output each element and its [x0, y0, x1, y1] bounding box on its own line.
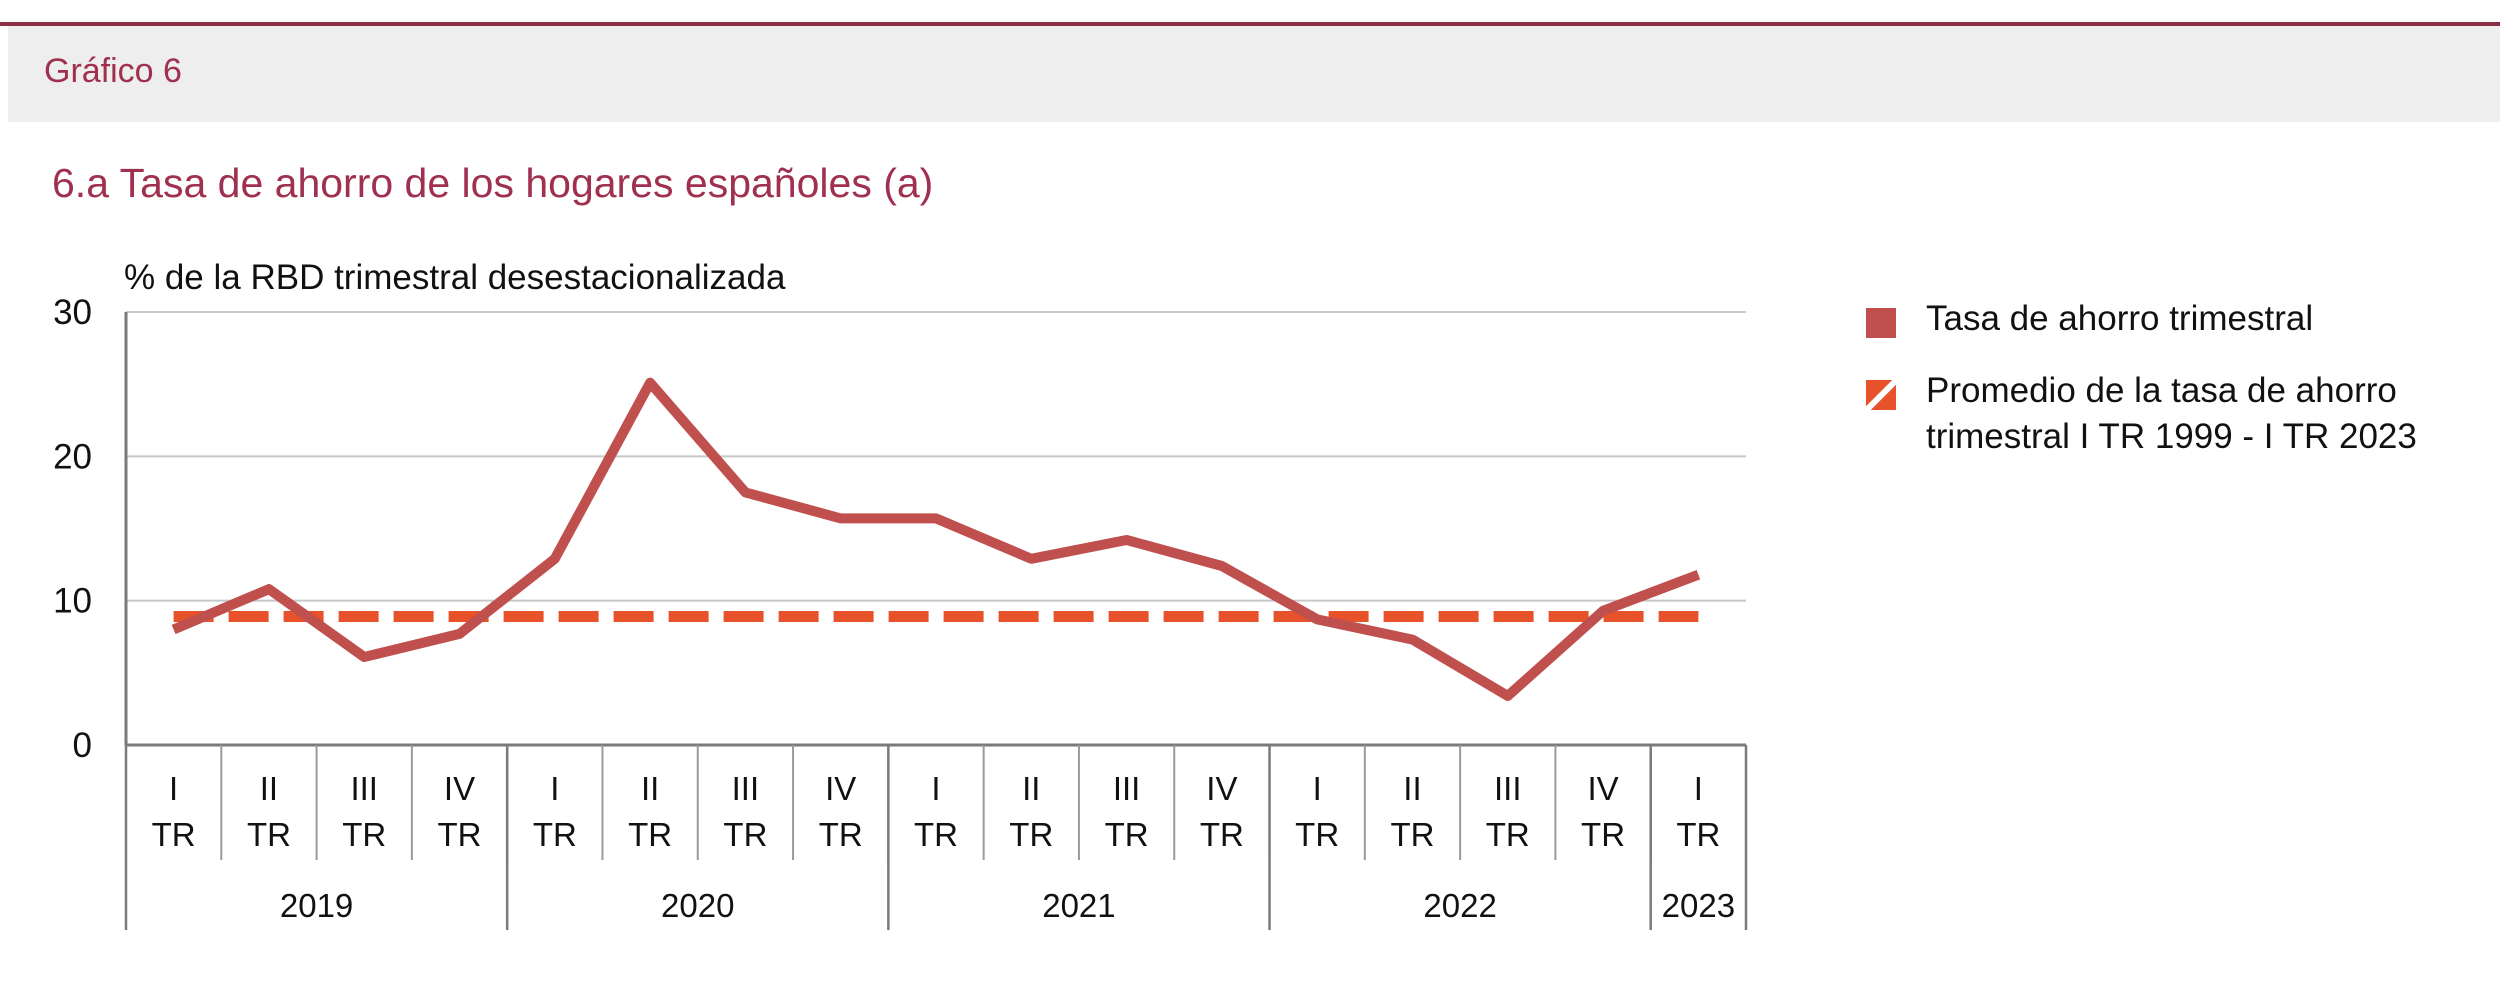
legend-swatch-solid	[1866, 308, 1896, 338]
x-tick-label-quarter-2: III	[350, 770, 378, 807]
x-tick-label-tr-7: TR	[819, 816, 863, 853]
x-tick-label-quarter-4: I	[550, 770, 559, 807]
gridlines	[126, 311, 1746, 602]
x-tick-label-quarter-6: III	[732, 770, 760, 807]
x-tick-label-tr-1: TR	[247, 816, 291, 853]
x-year-label-2022: 2022	[1423, 887, 1496, 924]
series-lines	[171, 377, 1701, 701]
chart-title: 6.a Tasa de ahorro de los hogares españo…	[52, 160, 934, 206]
x-tick-label-tr-8: TR	[914, 816, 958, 853]
y-tick-label-30: 30	[53, 293, 92, 332]
x-tick-label-tr-2: TR	[342, 816, 386, 853]
x-tick-label-quarter-13: II	[1403, 770, 1421, 807]
x-tick-label-quarter-8: I	[931, 770, 940, 807]
legend-label-average: Promedio de la tasa de ahorro trimestral…	[1926, 371, 2417, 456]
x-tick-label-tr-4: TR	[533, 816, 577, 853]
x-tick-label-tr-13: TR	[1390, 816, 1434, 853]
x-tick-label-quarter-0: I	[169, 770, 178, 807]
x-tick-label-tr-3: TR	[438, 816, 482, 853]
x-tick-label-tr-5: TR	[628, 816, 672, 853]
x-tick-label-tr-14: TR	[1486, 816, 1530, 853]
y-tick-label-20: 20	[53, 437, 92, 476]
legend-item-average: Promedio de la tasa de ahorro trimestral…	[1866, 368, 2486, 460]
legend-swatch-dashed	[1866, 380, 1896, 410]
x-tick-label-tr-11: TR	[1200, 816, 1244, 853]
legend-label-savings-rate: Tasa de ahorro trimestral	[1926, 299, 2314, 338]
axes	[124, 312, 1748, 930]
figure-label: Gráfico 6	[44, 52, 182, 90]
x-year-label-2020: 2020	[661, 887, 734, 924]
x-tick-label-quarter-5: II	[641, 770, 659, 807]
x-tick-label-quarter-15: IV	[1587, 770, 1618, 807]
x-tick-label-tr-0: TR	[152, 816, 196, 853]
x-tick-label-tr-16: TR	[1676, 816, 1720, 853]
x-tick-label-quarter-12: I	[1313, 770, 1322, 807]
x-year-label-2021: 2021	[1042, 887, 1115, 924]
x-tick-label-quarter-14: III	[1494, 770, 1522, 807]
y-tick-label-0: 0	[73, 726, 92, 765]
x-tick-label-quarter-10: III	[1113, 770, 1141, 807]
legend-item-savings-rate: Tasa de ahorro trimestral	[1866, 296, 2486, 342]
y-tick-label-10: 10	[53, 582, 92, 621]
series-line-savings-rate	[171, 377, 1701, 701]
y-axis-label: % de la RBD trimestral desestacionalizad…	[124, 258, 786, 297]
y-tick-labels: 0 10 20 30	[53, 293, 92, 765]
x-year-label-2019: 2019	[280, 887, 353, 924]
x-tick-label-quarter-7: IV	[825, 770, 856, 807]
x-year-label-2023: 2023	[1662, 887, 1735, 924]
x-tick-label-tr-6: TR	[723, 816, 767, 853]
x-tick-label-tr-10: TR	[1105, 816, 1149, 853]
x-tick-label-quarter-11: IV	[1206, 770, 1237, 807]
x-tick-label-tr-15: TR	[1581, 816, 1625, 853]
x-tick-label-quarter-9: II	[1022, 770, 1040, 807]
figure-header-band	[8, 26, 2500, 122]
x-axis-categories: ITRIITRIIITRIVTRITRIITRIIITRIVTRITRIITRI…	[152, 770, 1735, 924]
x-tick-label-tr-9: TR	[1009, 816, 1053, 853]
x-tick-label-tr-12: TR	[1295, 816, 1339, 853]
x-tick-label-quarter-3: IV	[444, 770, 475, 807]
legend: Tasa de ahorro trimestral Promedio de la…	[1866, 296, 2486, 486]
x-tick-label-quarter-1: II	[260, 770, 278, 807]
x-tick-label-quarter-16: I	[1694, 770, 1703, 807]
top-rule	[0, 22, 2500, 26]
